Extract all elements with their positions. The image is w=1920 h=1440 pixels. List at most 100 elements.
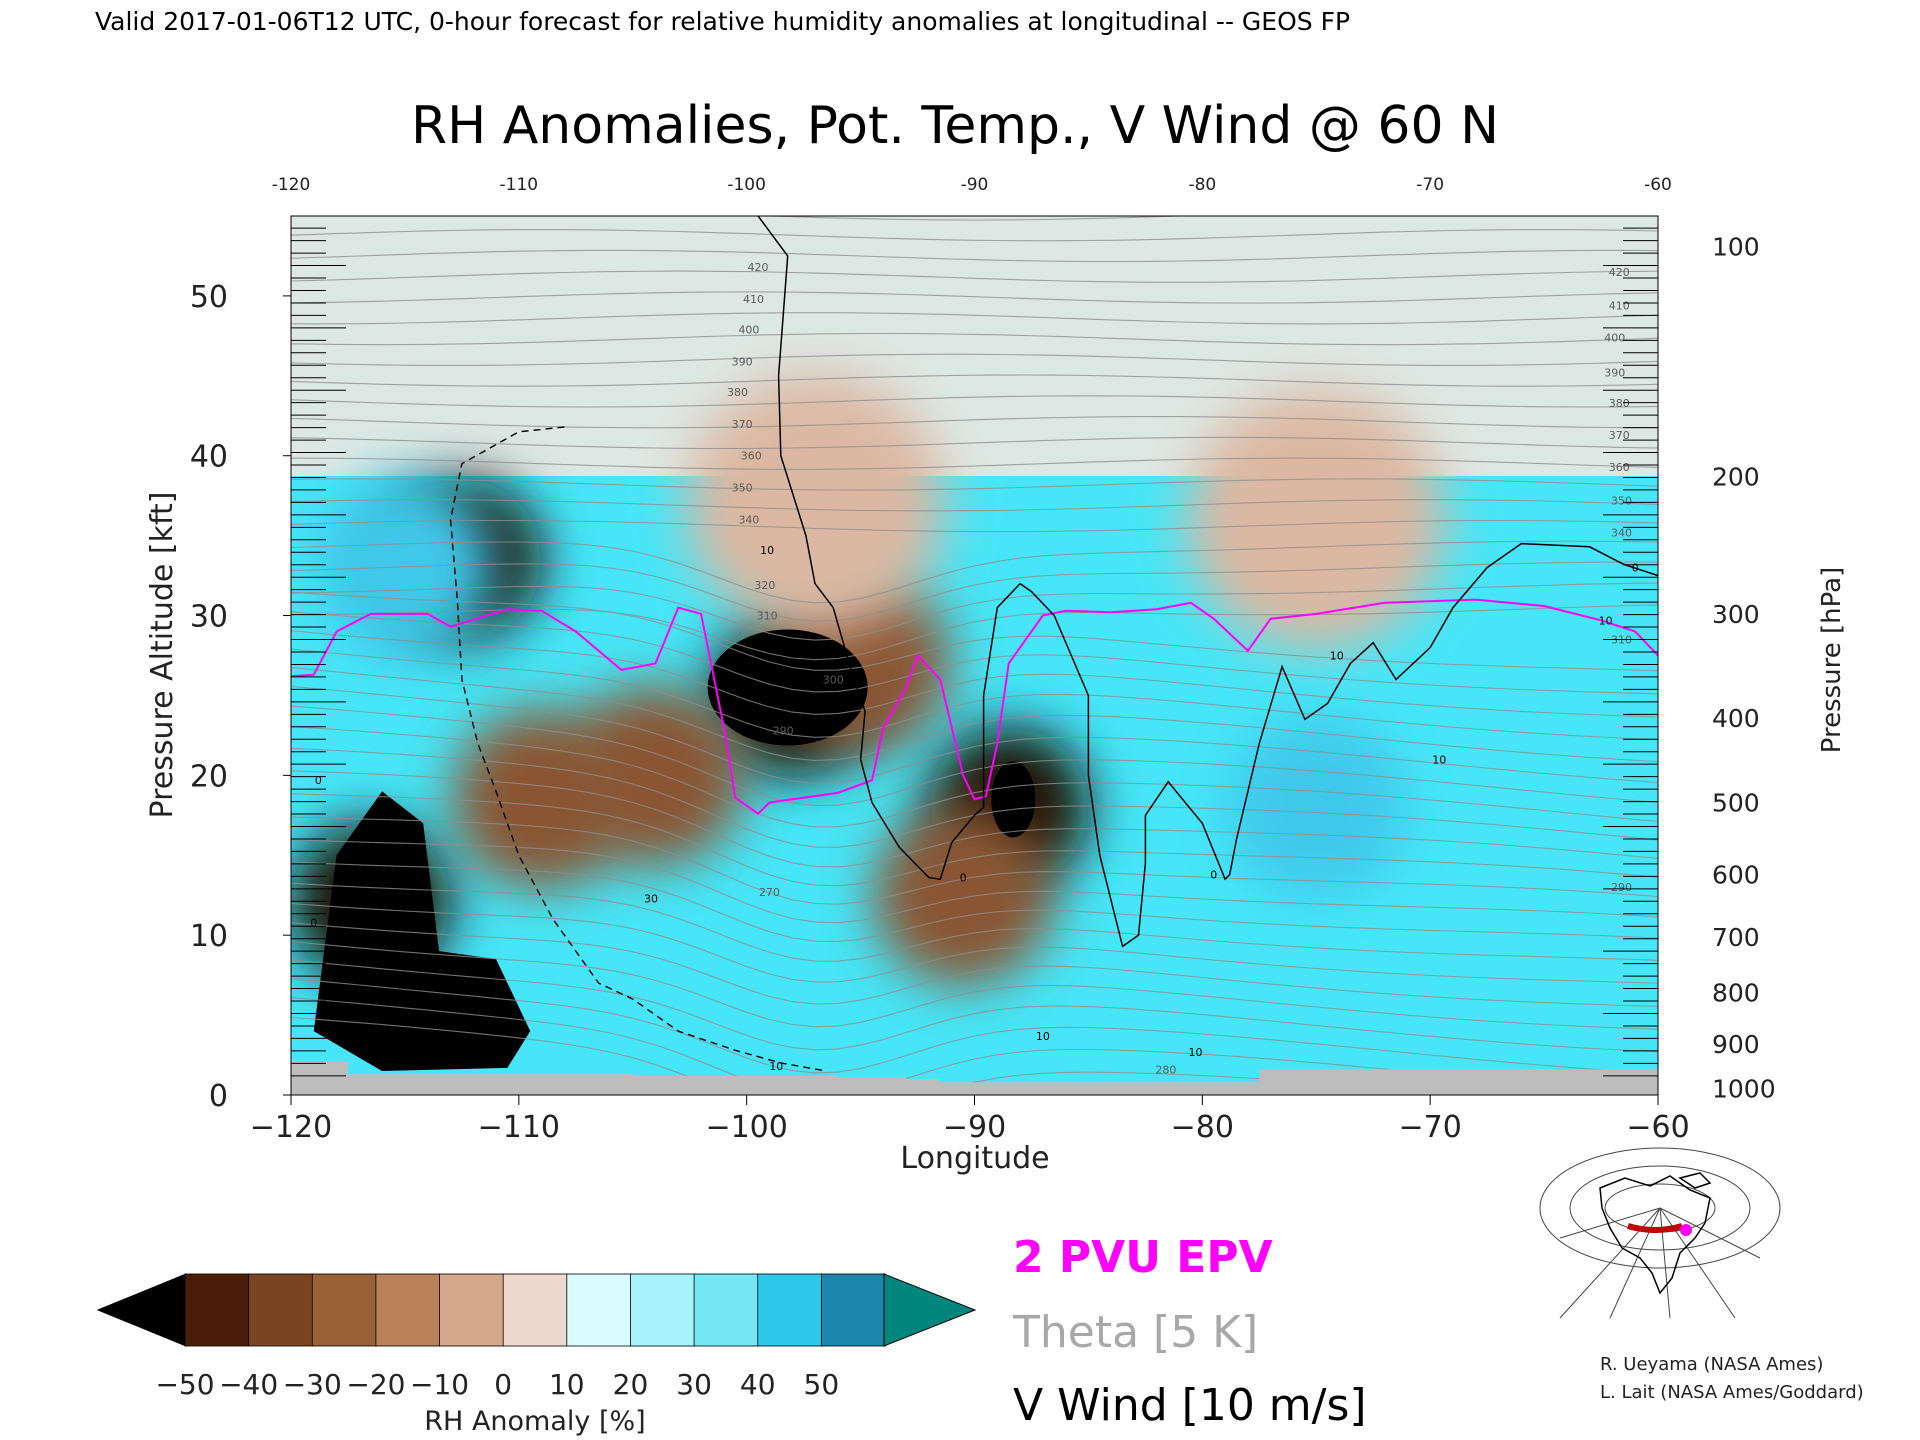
theta-contour-41 bbox=[753, 216, 1196, 221]
rh-dry-core-lower bbox=[313, 791, 531, 1072]
theta-label-17: 390 bbox=[1604, 367, 1625, 380]
theta-contour-33 bbox=[291, 374, 1658, 387]
surface-terrain bbox=[291, 1058, 1658, 1095]
theta-contour-20 bbox=[291, 611, 1658, 695]
pressure-tick-label-7: 800 bbox=[1712, 979, 1760, 1008]
theta-label-4: 380 bbox=[727, 386, 748, 399]
theta-label-25: 280 bbox=[1155, 1063, 1176, 1076]
theta-contour-37 bbox=[291, 291, 1658, 304]
rh-dry-core-upper bbox=[707, 629, 868, 746]
top-tick-label-6: -60 bbox=[1644, 175, 1672, 195]
wind-label-8: 10 bbox=[769, 1060, 783, 1073]
chart-title: RH Anomalies, Pot. Temp., V Wind @ 60 N bbox=[411, 96, 1499, 156]
theta-contour-6 bbox=[291, 902, 1658, 984]
x-tick-label-0: −120 bbox=[250, 1110, 332, 1145]
pressure-axis: 100 200 300 400 500 600 700 800 900 1000 bbox=[1712, 232, 1776, 1103]
y-tick-label-2: 20 bbox=[190, 759, 228, 794]
theta-label-18: 380 bbox=[1609, 397, 1630, 410]
theta-label-24: 290 bbox=[1611, 881, 1632, 894]
theta-label-6: 360 bbox=[741, 450, 762, 463]
vwind-contour-layer bbox=[449, 216, 1658, 1072]
theta-contour-40 bbox=[291, 229, 1658, 242]
rh-anomaly-blob-9 bbox=[1186, 389, 1447, 650]
theta-contour-34 bbox=[291, 353, 1658, 366]
theta-contour-15 bbox=[291, 705, 1658, 807]
theta-label-0: 420 bbox=[748, 261, 769, 274]
theta-contour-27 bbox=[291, 499, 1658, 512]
colorbar-swatch-2 bbox=[311, 1273, 377, 1347]
wind-label-1: 30 bbox=[644, 892, 658, 905]
theta-contour-30 bbox=[291, 436, 1658, 450]
theta-label-9: 320 bbox=[754, 579, 775, 592]
top-tick-label-5: -70 bbox=[1416, 175, 1444, 195]
pressure-axis-label: Pressure [hPa] bbox=[1817, 567, 1847, 754]
top-tick-label-1: -110 bbox=[500, 175, 539, 195]
colorbar-swatch-1 bbox=[248, 1273, 314, 1347]
theta-contour-31 bbox=[291, 416, 1658, 429]
theta-contours bbox=[291, 216, 1658, 1095]
colorbar-tick-label-5: 0 bbox=[494, 1368, 512, 1401]
theta-label-21: 350 bbox=[1611, 494, 1632, 507]
surface-mask bbox=[291, 1058, 1658, 1095]
theta-contour-28 bbox=[291, 478, 1658, 491]
rh-anomaly-blob-6 bbox=[873, 805, 1054, 986]
colorbar-tick-label-4: −10 bbox=[410, 1368, 469, 1401]
theta-contour-32 bbox=[291, 395, 1658, 408]
colorbar-tick-label-6: 10 bbox=[549, 1368, 585, 1401]
stratosphere-band bbox=[291, 216, 1658, 476]
theta-label-7: 350 bbox=[732, 482, 753, 495]
pressure-tick-label-1: 200 bbox=[1712, 463, 1760, 492]
pressure-tick-label-6: 700 bbox=[1712, 923, 1760, 952]
theta-contour-5 bbox=[291, 922, 1658, 1007]
theta-contour-14 bbox=[291, 726, 1658, 828]
y-axis: 0 10 20 30 40 50 bbox=[190, 280, 291, 1114]
right-pressure-ticks bbox=[291, 216, 1658, 1077]
y-tick-label-3: 30 bbox=[190, 600, 228, 635]
colorbar-tick-label-9: 40 bbox=[740, 1368, 776, 1401]
wind-label-9: 10 bbox=[1036, 1030, 1050, 1043]
wind-label-10: 10 bbox=[1188, 1046, 1202, 1059]
theta-label-2: 400 bbox=[738, 323, 759, 336]
theta-label-10: 310 bbox=[757, 610, 778, 623]
theta-contour-11 bbox=[291, 793, 1658, 887]
wind-label-0: 10 bbox=[760, 544, 774, 557]
x-tick-label-6: −60 bbox=[1626, 1110, 1689, 1145]
theta-label-14: 420 bbox=[1609, 266, 1630, 279]
colorbar-over-arrow bbox=[883, 1273, 977, 1347]
theta-contour-25 bbox=[291, 540, 1658, 604]
y-tick-label-1: 10 bbox=[190, 919, 228, 954]
pressure-tick-label-3: 400 bbox=[1712, 704, 1760, 733]
theta-contour-17 bbox=[291, 666, 1658, 763]
rh-anomaly-blob-10 bbox=[314, 477, 495, 658]
theta-contour-19 bbox=[291, 630, 1658, 718]
colorbar-tick-label-10: 50 bbox=[804, 1368, 840, 1401]
credit-line-2: L. Lait (NASA Ames/Goddard) bbox=[1600, 1382, 1864, 1403]
wind-label-6: 10 bbox=[1599, 614, 1613, 627]
x-tick-label-5: −70 bbox=[1399, 1110, 1462, 1145]
credit-line-1: R. Ueyama (NASA Ames) bbox=[1600, 1354, 1823, 1375]
wind-label-12: 0 bbox=[315, 774, 322, 787]
theta-contour-36 bbox=[291, 312, 1658, 325]
x-tick-label-2: −100 bbox=[705, 1110, 787, 1145]
x-tick-label-1: −110 bbox=[478, 1110, 560, 1145]
theta-contour-23 bbox=[291, 582, 1658, 641]
colorbar-tick-label-0: −50 bbox=[155, 1368, 214, 1401]
theta-label-22: 340 bbox=[1611, 526, 1632, 539]
locator-map bbox=[1539, 1147, 1781, 1319]
wind-label-11: 0 bbox=[310, 916, 317, 929]
wind-label-3: 0 bbox=[1210, 868, 1217, 881]
colorbar-tick-label-1: −40 bbox=[219, 1368, 278, 1401]
rh-anomaly-blob-11 bbox=[1226, 717, 1407, 898]
colorbar-swatch-4 bbox=[439, 1273, 505, 1347]
theta-label-3: 390 bbox=[732, 355, 753, 368]
colorbar-tick-label-2: −30 bbox=[283, 1368, 342, 1401]
theta-label-20: 360 bbox=[1609, 461, 1630, 474]
theta-contour-9 bbox=[291, 839, 1658, 924]
theta-contour-2 bbox=[291, 977, 1658, 1074]
colorbar: −50 −40 −30 −20 −10 0 10 20 30 40 50 bbox=[96, 1273, 977, 1401]
theta-label-19: 370 bbox=[1609, 429, 1630, 442]
y-axis-label: Pressure Altitude [kft] bbox=[145, 492, 180, 819]
top-tick-label-4: -80 bbox=[1188, 175, 1216, 195]
colorbar-swatch-9 bbox=[757, 1273, 823, 1347]
